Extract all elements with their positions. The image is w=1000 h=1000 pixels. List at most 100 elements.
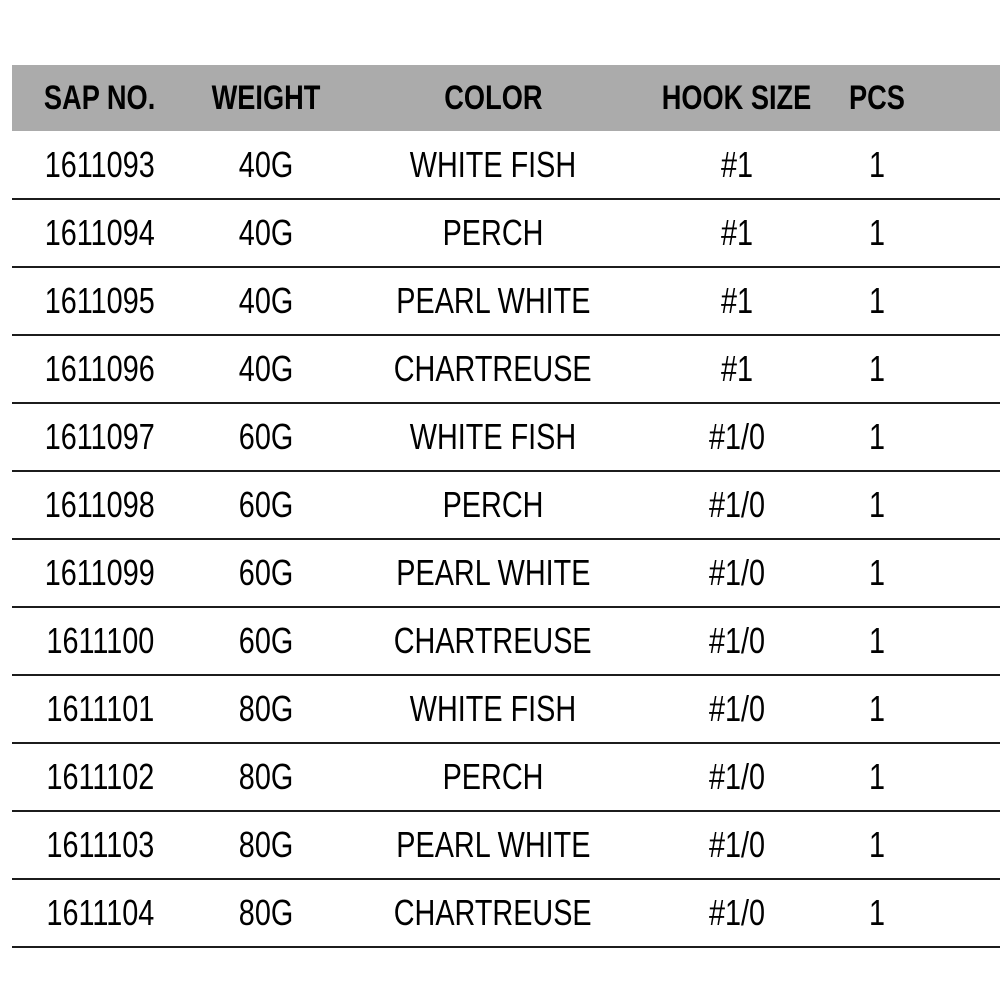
cell-value: 1611097 [44, 416, 155, 457]
cell-value: 60G [238, 416, 294, 457]
cell-weight: 60G [188, 471, 344, 540]
cell-sap-no: 1611104 [12, 879, 188, 948]
row-spacer [922, 539, 1000, 608]
cell-hook-size: #1 [642, 267, 832, 336]
cell-value: 1 [868, 688, 886, 729]
cell-value: #1/0 [708, 484, 766, 525]
cell-value: 1611093 [44, 143, 155, 185]
cell-pcs: 1 [832, 879, 922, 948]
table-row: 1611099 60G PEARL WHITE #1/0 1 [12, 539, 1000, 608]
cell-value: CHARTREUSE [394, 620, 592, 661]
cell-value: #1 [720, 280, 754, 321]
cell-value: #1 [720, 143, 754, 185]
header-spacer [922, 65, 1000, 131]
cell-sap-no: 1611100 [12, 607, 188, 676]
cell-value: 1 [868, 620, 886, 661]
cell-hook-size: #1 [642, 335, 832, 404]
column-header-label: SAP NO. [44, 78, 156, 117]
cell-sap-no: 1611101 [12, 675, 188, 744]
cell-value: 80G [238, 756, 294, 797]
cell-value: 1611101 [46, 688, 154, 729]
cell-sap-no: 1611102 [12, 743, 188, 812]
table-row: 1611102 80G PERCH #1/0 1 [12, 743, 1000, 812]
column-header-pcs: PCS [832, 65, 922, 131]
cell-pcs: 1 [832, 403, 922, 472]
cell-sap-no: 1611103 [12, 811, 188, 880]
cell-hook-size: #1/0 [642, 403, 832, 472]
cell-value: 40G [238, 348, 294, 389]
cell-pcs: 1 [832, 743, 922, 812]
header-row: SAP NO. WEIGHT COLOR HOOK SIZE PCS [12, 65, 1000, 131]
cell-value: 1 [868, 280, 886, 321]
cell-pcs: 1 [832, 131, 922, 200]
row-spacer [922, 131, 1000, 200]
cell-value: 1611095 [44, 280, 155, 321]
cell-pcs: 1 [832, 471, 922, 540]
cell-value: 40G [238, 143, 294, 185]
table-row: 1611098 60G PERCH #1/0 1 [12, 471, 1000, 540]
table-header: SAP NO. WEIGHT COLOR HOOK SIZE PCS [12, 65, 1000, 131]
table-row: 1611100 60G CHARTREUSE #1/0 1 [12, 607, 1000, 676]
cell-value: #1/0 [708, 416, 766, 457]
cell-pcs: 1 [832, 675, 922, 744]
cell-weight: 60G [188, 403, 344, 472]
cell-value: 1 [868, 143, 886, 185]
cell-hook-size: #1/0 [642, 879, 832, 948]
cell-weight: 80G [188, 879, 344, 948]
cell-pcs: 1 [832, 335, 922, 404]
row-spacer [922, 335, 1000, 404]
cell-value: 1 [868, 484, 886, 525]
cell-hook-size: #1/0 [642, 675, 832, 744]
table-row: 1611094 40G PERCH #1 1 [12, 199, 1000, 268]
cell-value: #1/0 [708, 892, 766, 933]
cell-value: PERCH [442, 212, 544, 253]
cell-value: #1/0 [708, 756, 766, 797]
cell-sap-no: 1611097 [12, 403, 188, 472]
column-header-label: WEIGHT [211, 78, 321, 117]
cell-pcs: 1 [832, 607, 922, 676]
cell-color: CHARTREUSE [344, 607, 642, 676]
cell-pcs: 1 [832, 539, 922, 608]
cell-color: PEARL WHITE [344, 267, 642, 336]
table-row: 1611097 60G WHITE FISH #1/0 1 [12, 403, 1000, 472]
table-row: 1611093 40G WHITE FISH #1 1 [12, 131, 1000, 200]
cell-value: CHARTREUSE [394, 348, 592, 389]
table-row: 1611101 80G WHITE FISH #1/0 1 [12, 675, 1000, 744]
cell-value: #1/0 [708, 552, 766, 593]
cell-value: WHITE FISH [409, 143, 577, 185]
cell-value: PEARL WHITE [395, 824, 591, 865]
cell-hook-size: #1 [642, 199, 832, 268]
column-header-weight: WEIGHT [188, 65, 344, 131]
cell-value: 80G [238, 824, 294, 865]
cell-sap-no: 1611094 [12, 199, 188, 268]
cell-value: 1611104 [46, 892, 154, 933]
row-spacer [922, 471, 1000, 540]
table-body: 1611093 40G WHITE FISH #1 1 1611094 40G PERCH #1… [12, 131, 1000, 948]
row-spacer [922, 811, 1000, 880]
cell-sap-no: 1611093 [12, 131, 188, 200]
cell-value: 60G [238, 620, 294, 661]
cell-value: #1 [720, 348, 754, 389]
cell-value: WHITE FISH [409, 416, 577, 457]
cell-value: 80G [238, 688, 294, 729]
cell-sap-no: 1611098 [12, 471, 188, 540]
cell-value: PEARL WHITE [395, 552, 591, 593]
cell-color: CHARTREUSE [344, 879, 642, 948]
cell-value: 1611094 [44, 212, 155, 253]
cell-value: 1 [868, 756, 886, 797]
row-spacer [922, 403, 1000, 472]
cell-value: 1611103 [46, 824, 154, 865]
table-row: 1611103 80G PEARL WHITE #1/0 1 [12, 811, 1000, 880]
cell-color: PERCH [344, 199, 642, 268]
cell-hook-size: #1/0 [642, 471, 832, 540]
cell-value: 1 [868, 416, 886, 457]
cell-weight: 80G [188, 811, 344, 880]
cell-hook-size: #1/0 [642, 539, 832, 608]
table-row: 1611095 40G PEARL WHITE #1 1 [12, 267, 1000, 336]
row-spacer [922, 199, 1000, 268]
row-spacer [922, 675, 1000, 744]
cell-pcs: 1 [832, 199, 922, 268]
cell-value: PERCH [442, 484, 544, 525]
cell-color: PEARL WHITE [344, 539, 642, 608]
cell-value: 60G [238, 552, 294, 593]
